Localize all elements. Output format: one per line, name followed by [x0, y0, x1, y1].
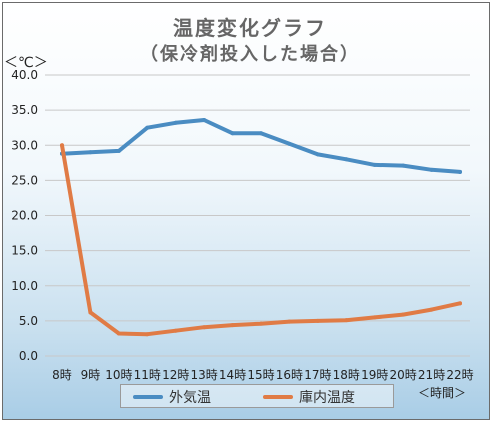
data-point	[202, 325, 207, 330]
chart-frame	[2, 2, 490, 420]
x-tick-label: 18時	[333, 368, 360, 382]
series-line-indoor	[60, 143, 462, 337]
data-point	[458, 301, 462, 306]
data-point	[145, 125, 150, 130]
legend-swatch-indoor	[263, 395, 293, 399]
series-line-outdoor	[60, 118, 462, 174]
x-tick-label: 9時	[81, 368, 101, 382]
data-point	[372, 162, 377, 167]
data-point	[173, 328, 178, 333]
y-tick-label: 10.0	[11, 279, 38, 293]
data-point	[145, 332, 150, 337]
data-point	[429, 167, 434, 172]
y-tick-label: 30.0	[11, 138, 38, 152]
x-tick-label: 21時	[418, 368, 445, 382]
chart-title: 温度変化グラフ	[173, 16, 327, 40]
data-point	[315, 152, 320, 157]
data-point	[287, 319, 292, 324]
y-tick-label: 25.0	[11, 173, 38, 187]
data-point	[401, 163, 406, 168]
legend-label-outdoor: 外気温	[169, 390, 211, 406]
x-tick-label: 14時	[219, 368, 246, 382]
x-tick-label: 15時	[247, 368, 274, 382]
x-axis-unit-label: ＜時間＞	[418, 386, 467, 400]
x-tick-label: 10時	[105, 368, 132, 382]
x-tick-label: 20時	[390, 368, 417, 382]
data-point	[287, 141, 292, 146]
data-point	[344, 318, 349, 323]
data-point	[315, 318, 320, 323]
y-tick-label: 0.0	[19, 349, 38, 363]
data-point	[116, 331, 121, 336]
x-tick-label: 13時	[191, 368, 218, 382]
x-tick-label: 11時	[134, 368, 161, 382]
data-point	[259, 131, 263, 136]
legend: 外気温 庫内温度	[120, 384, 394, 408]
x-tick-label: 16時	[276, 368, 303, 382]
x-tick-label: 19時	[361, 368, 388, 382]
legend-label-indoor: 庫内温度	[299, 390, 355, 406]
data-point	[88, 150, 93, 155]
y-tick-label: 5.0	[19, 314, 38, 328]
data-point	[429, 307, 434, 312]
y-tick-label: 35.0	[11, 103, 38, 117]
x-tick-label: 8時	[52, 368, 72, 382]
x-tick-label: 12時	[162, 368, 189, 382]
y-tick-label: 15.0	[11, 244, 38, 258]
data-point	[116, 148, 121, 153]
data-point	[88, 310, 93, 315]
data-point	[401, 312, 406, 317]
y-axis-unit-label: ＜℃＞	[4, 55, 48, 71]
data-point	[230, 131, 235, 136]
data-point	[372, 315, 377, 320]
data-point	[202, 117, 207, 122]
data-point	[173, 120, 178, 125]
legend-swatch-outdoor	[133, 395, 163, 399]
x-tick-label: 17時	[304, 368, 331, 382]
y-tick-label: 40.0	[11, 68, 38, 82]
x-tick-label: 22時	[446, 368, 473, 382]
data-point	[344, 157, 349, 162]
chart-subtitle: （保冷剤投入した場合）	[140, 44, 360, 65]
data-point	[230, 323, 235, 328]
y-tick-label: 20.0	[11, 209, 38, 223]
data-point	[259, 321, 263, 326]
data-point	[60, 143, 64, 148]
data-point	[458, 169, 462, 174]
